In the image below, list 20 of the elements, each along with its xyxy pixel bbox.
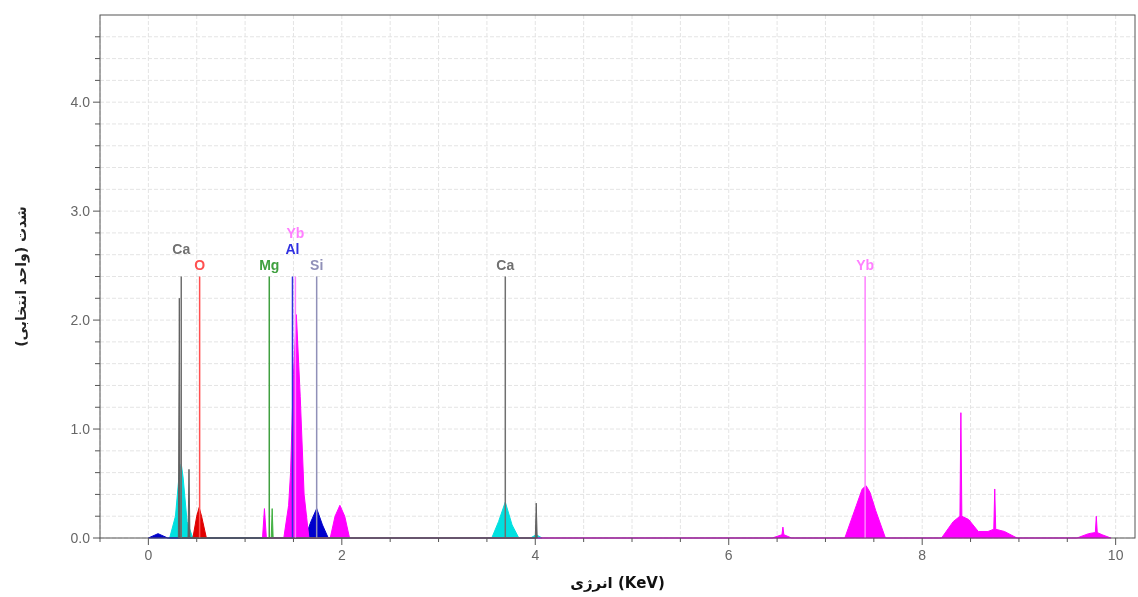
x-tick-label: 8 — [918, 547, 927, 563]
x-tick-label: 4 — [531, 547, 540, 563]
series-label: Ca — [172, 240, 191, 257]
series-label: Mg — [259, 256, 280, 273]
y-tick-label: 2.0 — [70, 312, 91, 329]
x-tick-label: 0 — [144, 547, 153, 563]
x-tick-label: 2 — [337, 547, 346, 563]
y-axis-title: شدت (واحد انتخابی) — [13, 206, 30, 347]
y-tick-label: 1.0 — [70, 421, 91, 438]
series-label: Yb — [856, 256, 875, 273]
y-tick-label: 0.0 — [70, 530, 91, 546]
x-axis-title: انرژی (KeV) — [570, 574, 665, 592]
x-tick-label: 10 — [1107, 547, 1124, 563]
series-label: Ca — [496, 256, 515, 273]
y-tick-label: 4.0 — [70, 94, 91, 111]
series-label: O — [194, 256, 206, 273]
x-tick-label: 6 — [724, 547, 733, 563]
y-tick-label: 3.0 — [70, 203, 91, 220]
series-label: Al — [285, 240, 300, 257]
series-label: Si — [310, 256, 324, 273]
